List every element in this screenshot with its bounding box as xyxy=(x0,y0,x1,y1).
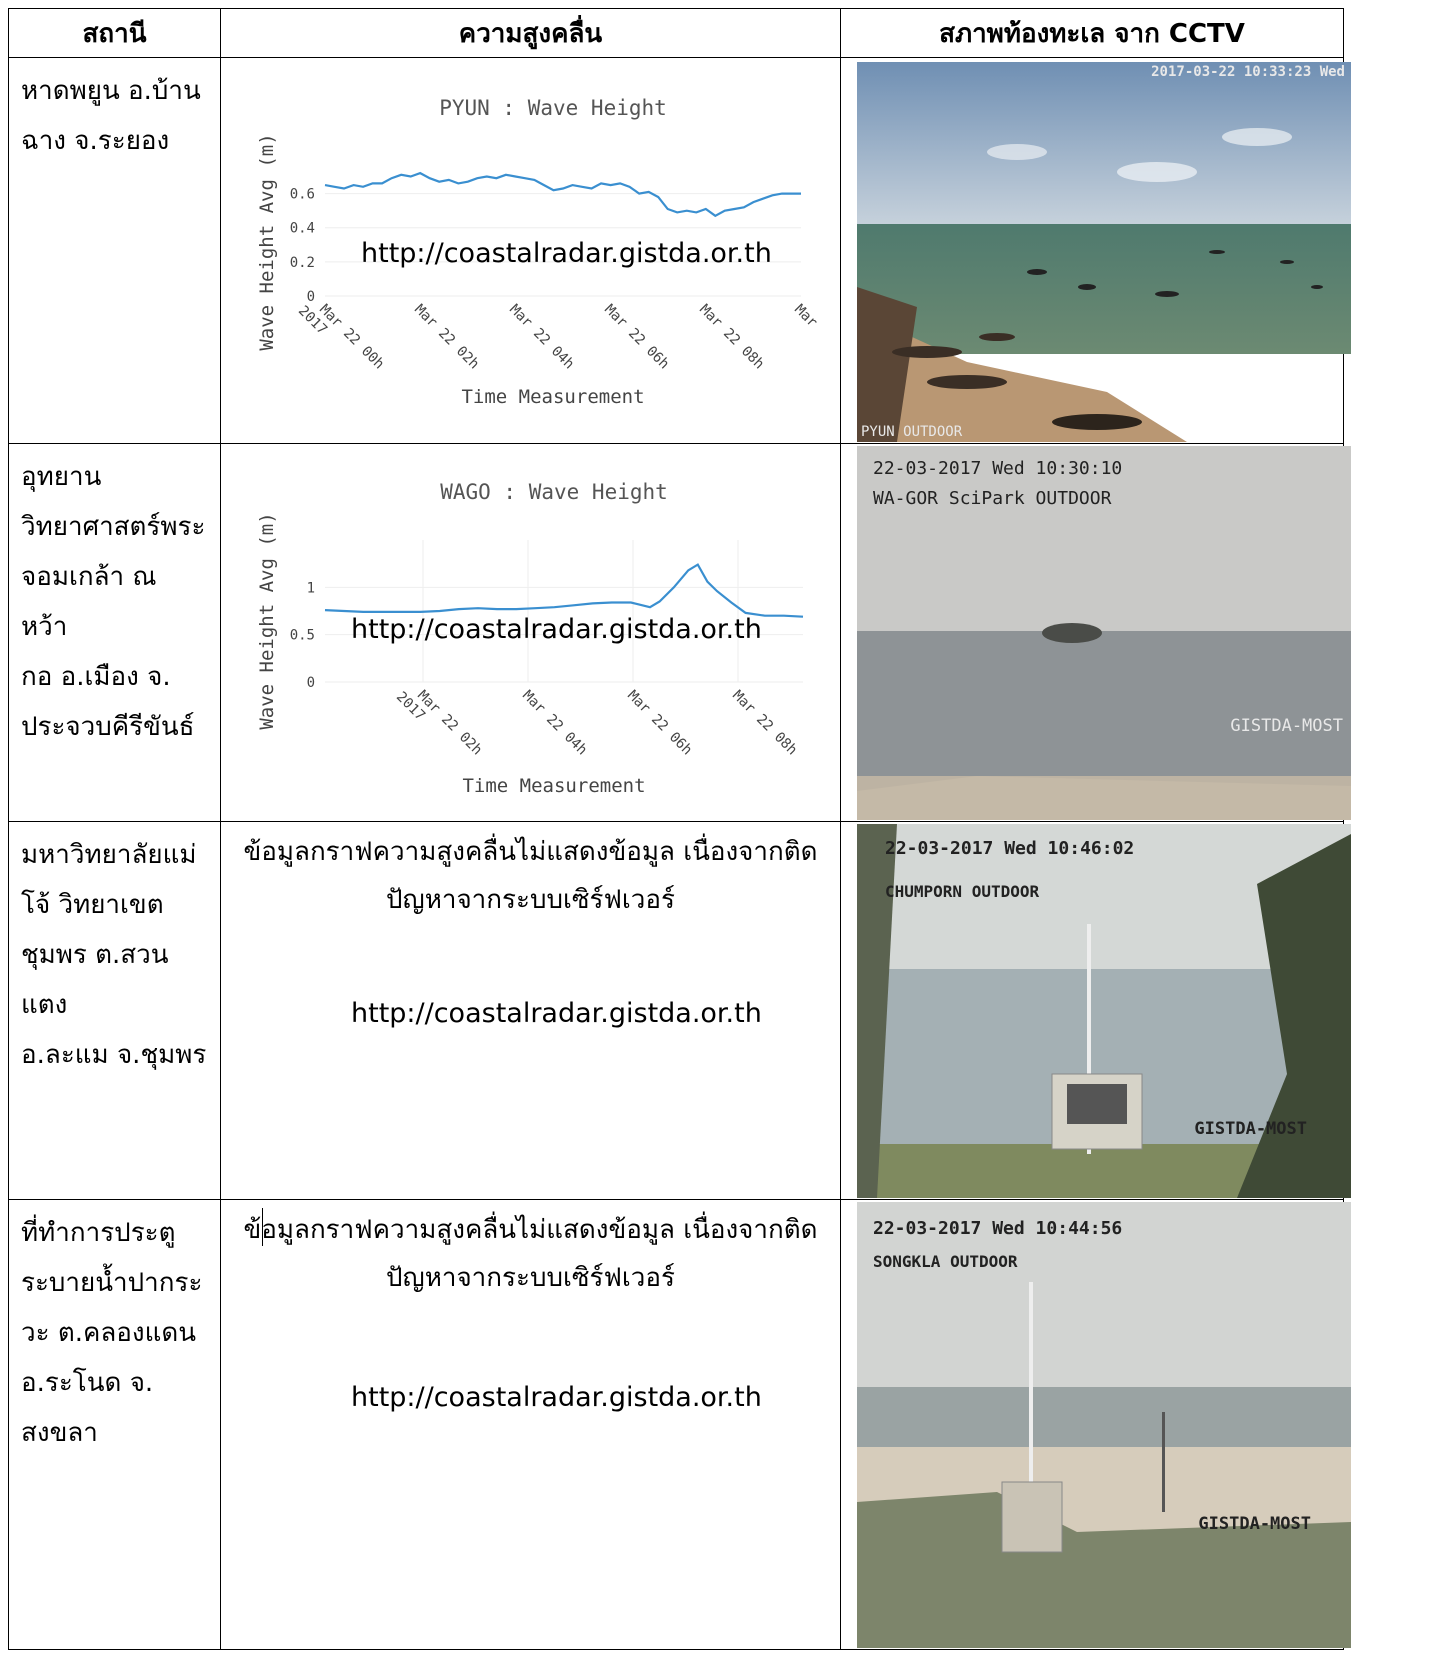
cctv-camera-label: PYUN OUTDOOR xyxy=(861,424,963,440)
header-row: สถานี ความสูงคลื่น สภาพท้องทะเล จาก CCTV xyxy=(8,8,1344,58)
nodata-line: ข้อมูลกราฟความสูงคลื่นไม่แสดงข้อมูล เนื่… xyxy=(243,1215,818,1245)
y-tick-label: 0 xyxy=(307,289,315,305)
cctv-timestamp: 2017-03-22 10:33:23 Wed xyxy=(1151,64,1345,80)
y-tick-label: 0.2 xyxy=(290,255,315,271)
y-tick-label: 0.6 xyxy=(290,187,315,203)
chart-title: WAGO : Wave Height xyxy=(440,480,668,504)
station-line: กอ อ.เมือง จ. xyxy=(21,662,171,692)
x-axis-label: Time Measurement xyxy=(461,386,644,408)
cctv-watermark: GISTDA-MOST xyxy=(1194,1119,1307,1139)
station-name: หาดพยูน อ.บ้าน ฉาง จ.ระยอง xyxy=(8,57,221,444)
table-row: มหาวิทยาลัยแม่ โจ้ วิทยาเขต ชุมพร ต.สวนแ… xyxy=(8,821,1351,1200)
wave-chart-pyun: PYUN : Wave Height Wave Height Avg (m) Tim… xyxy=(256,96,820,408)
station-line: วิทยาศาสตร์พระ xyxy=(21,512,206,542)
nodata-line: ข้อมูลกราฟความสูงคลื่นไม่แสดงข้อมูล เนื่… xyxy=(243,837,818,867)
x-tick-label: Mar 22 00h2017 xyxy=(295,292,387,384)
wave-chart-cell: WAGO : Wave Height Wave Height Avg (m) Tim… xyxy=(220,443,841,822)
station-line: โจ้ วิทยาเขต xyxy=(21,890,164,920)
nodata-line: ปัญหาจากระบบเซิร์ฟเวอร์ xyxy=(386,1263,675,1293)
cctv-camera-label: SONGKLA OUTDOOR xyxy=(873,1252,1018,1271)
nodata-message: ข้อมูลกราฟความสูงคลื่นไม่แสดงข้อมูล เนื่… xyxy=(221,1206,840,1302)
x-tick-label: Mar 22 08h xyxy=(696,302,767,373)
cctv-timestamp: 22-03-2017 Wed 10:30:10 xyxy=(873,458,1123,479)
station-line: มหาวิทยาลัยแม่ xyxy=(21,840,197,870)
station-line: วะ ต.คลองแดน xyxy=(21,1318,197,1348)
x-axis-label: Time Measurement xyxy=(462,775,645,797)
y-tick-label: 0 xyxy=(307,675,315,691)
cctv-cell: 22-03-2017 Wed 10:46:02 CHUMPORN OUTDOOR… xyxy=(840,821,1351,1200)
station-line: ฉาง จ.ระยอง xyxy=(21,126,170,156)
beach-scene-picture xyxy=(857,62,1351,442)
text-cursor xyxy=(262,1208,263,1246)
x-tick-label: Mar 22 04h xyxy=(519,688,590,759)
nodata-message: ข้อมูลกราฟความสูงคลื่นไม่แสดงข้อมูล เนื่… xyxy=(221,828,840,924)
station-line: หาดพยูน อ.บ้าน xyxy=(21,76,201,106)
watermark-url: http://coastalradar.gistda.or.th xyxy=(351,998,762,1029)
x-tick-label: Mar 22 02h2017 xyxy=(393,678,485,770)
y-tick-label: 1 xyxy=(307,580,315,596)
cctv-watermark: GISTDA-MOST xyxy=(1230,716,1343,736)
table-row: อุทยาน วิทยาศาสตร์พระ จอมเกล้า ณ หว้า กอ… xyxy=(8,443,1351,822)
cctv-image: 22-03-2017 Wed 10:44:56 SONGKLA OUTDOOR … xyxy=(857,1202,1351,1648)
station-line: สงขลา xyxy=(21,1418,98,1448)
cctv-watermark: GISTDA-MOST xyxy=(1198,1514,1311,1534)
x-tick-label: Mar xyxy=(791,302,820,331)
sea-island-picture xyxy=(857,446,1351,820)
x-tick-label: Mar 22 02h xyxy=(411,302,482,373)
x-tick-label: Mar 22 06h xyxy=(601,302,672,373)
wave-chart-wago: WAGO : Wave Height Wave Height Avg (m) Tim… xyxy=(256,480,804,797)
table-row: ที่ทำการประตู ระบายน้ำปากระ วะ ต.คลองแดน… xyxy=(8,1199,1351,1650)
table-row: หาดพยูน อ.บ้าน ฉาง จ.ระยอง PYUN : Wave H… xyxy=(8,57,1351,444)
cctv-image: 22-03-2017 Wed 10:46:02 CHUMPORN OUTDOOR… xyxy=(857,824,1351,1198)
series-line xyxy=(324,171,801,218)
chart-title: PYUN : Wave Height xyxy=(439,96,667,120)
cctv-timestamp: 22-03-2017 Wed 10:46:02 xyxy=(885,838,1135,859)
cctv-cell: 22-03-2017 Wed 10:44:56 SONGKLA OUTDOOR … xyxy=(840,1199,1351,1650)
station-name: มหาวิทยาลัยแม่ โจ้ วิทยาเขต ชุมพร ต.สวนแ… xyxy=(8,821,221,1200)
cctv-camera-label: CHUMPORN OUTDOOR xyxy=(885,882,1040,901)
y-axis-label: Wave Height Avg (m) xyxy=(256,512,278,729)
pole-scene-picture xyxy=(857,824,1351,1198)
y-tick-label: 0.5 xyxy=(290,628,315,644)
station-name: อุทยาน วิทยาศาสตร์พระ จอมเกล้า ณ หว้า กอ… xyxy=(8,443,221,822)
y-axis-label: Wave Height Avg (m) xyxy=(256,133,278,350)
x-tick-label: Mar 22 06h xyxy=(624,688,695,759)
station-line: ระบายน้ำปากระ xyxy=(21,1268,203,1298)
station-line: ประจวบคีรีขันธ์ xyxy=(21,712,195,742)
header-wave-height: ความสูงคลื่น xyxy=(220,8,841,58)
nodata-line: ปัญหาจากระบบเซิร์ฟเวอร์ xyxy=(386,885,675,915)
station-line: อุทยาน xyxy=(21,462,102,492)
cctv-image: 22-03-2017 Wed 10:30:10 WA-GOR SciPark O… xyxy=(857,446,1351,820)
x-tick-label: Mar 22 08h xyxy=(729,688,800,759)
wave-chart-cell: ข้อมูลกราฟความสูงคลื่นไม่แสดงข้อมูล เนื่… xyxy=(220,1199,841,1650)
station-line: ที่ทำการประตู xyxy=(21,1218,176,1248)
cctv-cell: 22-03-2017 Wed 10:30:10 WA-GOR SciPark O… xyxy=(840,443,1351,822)
x-tick-label: Mar 22 04h xyxy=(506,302,577,373)
wave-chart-cell: ข้อมูลกราฟความสูงคลื่นไม่แสดงข้อมูล เนื่… xyxy=(220,821,841,1200)
header-cctv: สภาพท้องทะเล จาก CCTV xyxy=(840,8,1344,58)
station-name: ที่ทำการประตู ระบายน้ำปากระ วะ ต.คลองแดน… xyxy=(8,1199,221,1650)
station-line: จอมเกล้า ณ หว้า xyxy=(21,562,157,642)
wave-chart-cell: PYUN : Wave Height Wave Height Avg (m) Tim… xyxy=(220,57,841,444)
series-line xyxy=(324,563,804,618)
wave-station-table: สถานี ความสูงคลื่น สภาพท้องทะเล จาก CCTV… xyxy=(8,8,1351,1650)
beach-pole-picture xyxy=(857,1202,1351,1648)
watermark-url: http://coastalradar.gistda.or.th xyxy=(351,614,762,645)
watermark-url: http://coastalradar.gistda.or.th xyxy=(351,1382,762,1413)
station-line: อ.ระโนด จ. xyxy=(21,1368,154,1398)
station-line: อ.ละแม จ.ชุมพร xyxy=(21,1040,207,1070)
cctv-cell: 2017-03-22 10:33:23 Wed PYUN OUTDOOR xyxy=(840,57,1351,444)
station-line: ชุมพร ต.สวนแตง xyxy=(21,940,169,1020)
cctv-image: 2017-03-22 10:33:23 Wed PYUN OUTDOOR xyxy=(857,62,1351,442)
header-station: สถานี xyxy=(8,8,221,58)
cctv-camera-label: WA-GOR SciPark OUTDOOR xyxy=(873,488,1112,509)
y-tick-label: 0.4 xyxy=(290,221,315,237)
cctv-timestamp: 22-03-2017 Wed 10:44:56 xyxy=(873,1218,1123,1239)
watermark-url: http://coastalradar.gistda.or.th xyxy=(361,238,772,269)
